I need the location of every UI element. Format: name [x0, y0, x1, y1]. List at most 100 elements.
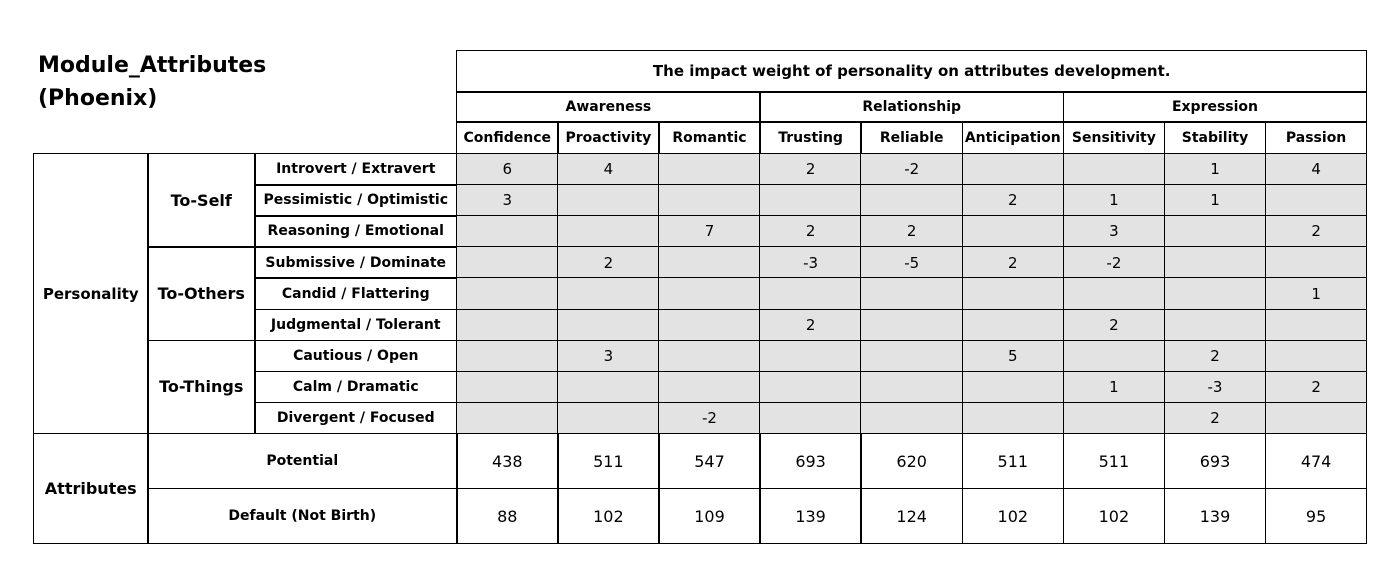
group-label: To-Self	[147, 153, 256, 248]
value-cell	[456, 370, 559, 404]
title-line: Module_Attributes	[38, 53, 267, 78]
value-cell: 2	[759, 153, 862, 186]
value-cell: 547	[658, 432, 761, 490]
value-cell: 3	[1062, 215, 1166, 248]
value-cell	[1163, 246, 1267, 279]
value-cell	[860, 370, 963, 404]
value-cell: 2	[1163, 339, 1267, 373]
value-cell: 511	[557, 432, 660, 490]
value-cell	[1264, 339, 1368, 373]
value-cell: 88	[456, 487, 559, 545]
value-cell: 2	[860, 215, 963, 248]
value-cell	[1062, 401, 1166, 435]
group-label: To-Things	[147, 339, 256, 435]
value-cell: 2	[961, 246, 1065, 279]
section-label: Attributes	[33, 432, 149, 545]
value-cell: 4	[1264, 153, 1368, 186]
column-header: Sensitivity	[1062, 121, 1166, 155]
value-cell	[456, 277, 559, 310]
value-cell	[658, 246, 761, 279]
value-cell: -2	[860, 153, 963, 186]
value-cell	[961, 215, 1065, 248]
group-header: Awareness	[456, 91, 761, 123]
value-cell	[658, 339, 761, 373]
value-cell	[557, 277, 660, 310]
value-cell	[658, 370, 761, 404]
group-label: To-Others	[147, 246, 256, 342]
value-cell	[1264, 246, 1368, 279]
row-label: Judgmental / Tolerant	[254, 308, 458, 342]
column-header: Passion	[1264, 121, 1368, 155]
value-cell	[759, 184, 862, 217]
value-cell: 2	[961, 184, 1065, 217]
value-cell	[1264, 308, 1368, 342]
group-header: Expression	[1062, 91, 1368, 123]
value-cell: 2	[557, 246, 660, 279]
value-cell	[860, 339, 963, 373]
value-cell	[456, 215, 559, 248]
header-title: The impact weight of personality on attr…	[456, 50, 1368, 93]
value-cell	[759, 401, 862, 435]
value-cell	[557, 370, 660, 404]
value-cell	[1264, 401, 1368, 435]
value-cell: -2	[658, 401, 761, 435]
value-cell	[860, 184, 963, 217]
value-cell: 139	[1163, 487, 1267, 545]
column-header: Reliable	[860, 121, 963, 155]
column-header: Confidence	[456, 121, 559, 155]
row-label: Default (Not Birth)	[147, 487, 458, 545]
value-cell: 2	[1264, 215, 1368, 248]
value-cell	[1264, 184, 1368, 217]
value-cell: 1	[1062, 370, 1166, 404]
value-cell	[658, 153, 761, 186]
value-cell	[961, 401, 1065, 435]
value-cell	[759, 370, 862, 404]
group-header: Relationship	[759, 91, 1065, 123]
value-cell: 1	[1264, 277, 1368, 310]
section-label: Personality	[33, 153, 149, 435]
value-cell	[860, 277, 963, 310]
value-cell	[759, 277, 862, 310]
value-cell: -2	[1062, 246, 1166, 279]
value-cell	[658, 277, 761, 310]
value-cell: 95	[1264, 487, 1368, 545]
row-label: Submissive / Dominate	[254, 246, 458, 279]
row-label: Candid / Flattering	[254, 277, 458, 310]
value-cell: 2	[1163, 401, 1267, 435]
column-header: Anticipation	[961, 121, 1065, 155]
value-cell: 693	[1163, 432, 1267, 490]
value-cell: 7	[658, 215, 761, 248]
value-cell: 102	[1062, 487, 1166, 545]
value-cell: 5	[961, 339, 1065, 373]
value-cell: 102	[557, 487, 660, 545]
column-header: Stability	[1163, 121, 1267, 155]
value-cell: 6	[456, 153, 559, 186]
value-cell	[1062, 277, 1166, 310]
column-header: Trusting	[759, 121, 862, 155]
row-label: Introvert / Extravert	[254, 153, 458, 186]
value-cell	[1062, 153, 1166, 186]
value-cell: 474	[1264, 432, 1368, 490]
value-cell	[557, 215, 660, 248]
value-cell: 438	[456, 432, 559, 490]
value-cell: -3	[759, 246, 862, 279]
value-cell	[961, 308, 1065, 342]
value-cell: -5	[860, 246, 963, 279]
value-cell: 1	[1163, 153, 1267, 186]
row-label: Potential	[147, 432, 458, 490]
row-label: Cautious / Open	[254, 339, 458, 373]
row-label: Pessimistic / Optimistic	[254, 184, 458, 217]
row-label: Reasoning / Emotional	[254, 215, 458, 248]
value-cell: 693	[759, 432, 862, 490]
value-cell	[1062, 339, 1166, 373]
value-cell: 124	[860, 487, 963, 545]
value-cell: 2	[759, 308, 862, 342]
value-cell: 102	[961, 487, 1065, 545]
value-cell	[557, 308, 660, 342]
value-cell: 2	[1062, 308, 1166, 342]
value-cell: 2	[1264, 370, 1368, 404]
row-label: Calm / Dramatic	[254, 370, 458, 404]
value-cell	[557, 401, 660, 435]
value-cell: 1	[1163, 184, 1267, 217]
value-cell	[456, 339, 559, 373]
